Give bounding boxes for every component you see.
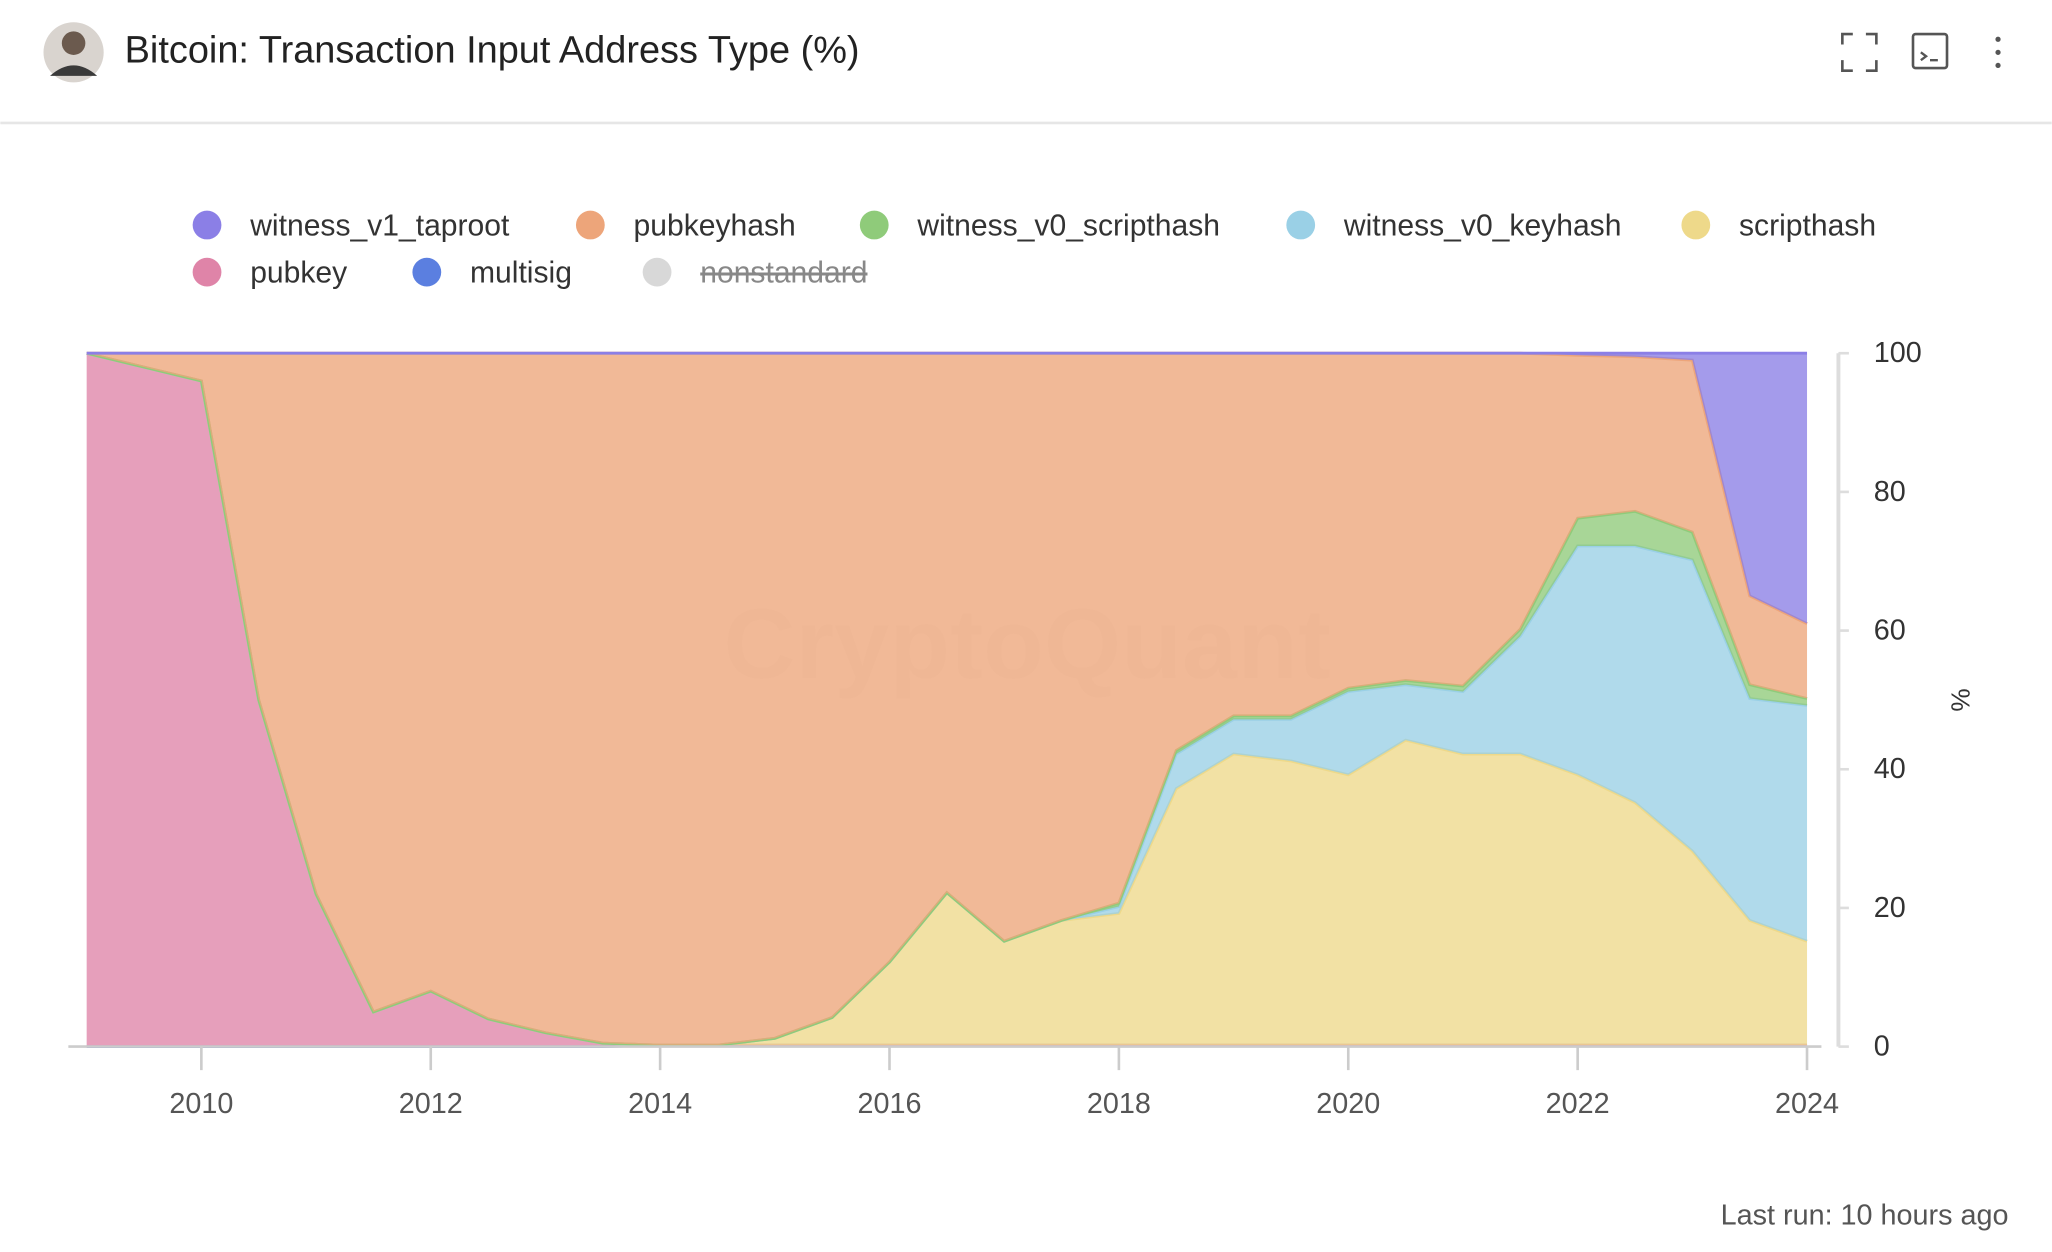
legend: witness_v1_taproot pubkeyhash witness_v0_s… bbox=[192, 210, 1876, 290]
fullscreen-icon[interactable] bbox=[1841, 32, 1878, 72]
x-tick-label: 2022 bbox=[1546, 1088, 1610, 1120]
x-tick-label: 2024 bbox=[1775, 1088, 1839, 1120]
legend-label: pubkeyhash bbox=[634, 210, 796, 243]
x-tick-label: 2012 bbox=[399, 1088, 463, 1120]
y-tick-label: 60 bbox=[1874, 614, 1906, 646]
legend-swatch bbox=[192, 210, 222, 240]
avatar-face bbox=[61, 31, 86, 55]
last-run: Last run: 10 hours ago bbox=[1721, 1199, 2009, 1231]
legend-swatch bbox=[859, 210, 889, 240]
x-tick-label: 2020 bbox=[1316, 1088, 1380, 1120]
legend-item[interactable]: witness_v0_scripthash bbox=[859, 210, 1220, 243]
legend-swatch bbox=[575, 210, 605, 240]
y-axis-label: % bbox=[1946, 688, 1976, 711]
legend-swatch bbox=[192, 257, 222, 287]
legend-label: multisig bbox=[470, 257, 572, 290]
y-tick-label: 40 bbox=[1874, 753, 1906, 785]
legend-swatch bbox=[1286, 210, 1316, 240]
query-icon[interactable] bbox=[1911, 32, 1949, 70]
legend-label: witness_v1_taproot bbox=[249, 210, 510, 243]
legend-item[interactable]: nonstandard bbox=[642, 257, 868, 290]
legend-label: pubkey bbox=[250, 257, 347, 290]
legend-label: nonstandard bbox=[700, 257, 867, 290]
legend-swatch bbox=[642, 257, 672, 287]
y-tick-label: 0 bbox=[1874, 1031, 1890, 1063]
legend-item[interactable]: witness_v0_keyhash bbox=[1286, 210, 1621, 243]
title: Bitcoin: Transaction Input Address Type … bbox=[125, 29, 860, 71]
legend-item[interactable]: witness_v1_taproot bbox=[192, 210, 510, 243]
legend-item[interactable]: scripthash bbox=[1681, 210, 1876, 243]
menu-icon[interactable] bbox=[1995, 36, 2001, 69]
header: Bitcoin: Transaction Input Address Type … bbox=[0, 22, 2052, 125]
y-tick-label: 100 bbox=[1874, 337, 1922, 369]
legend-item[interactable]: multisig bbox=[412, 257, 572, 290]
legend-label: witness_v0_scripthash bbox=[916, 210, 1220, 243]
legend-label: scripthash bbox=[1739, 210, 1876, 243]
legend-swatch bbox=[412, 257, 442, 287]
x-tick-label: 2016 bbox=[858, 1088, 922, 1120]
y-tick-label: 20 bbox=[1874, 892, 1906, 924]
query-icon-glyph bbox=[1920, 51, 1938, 62]
legend-swatch bbox=[1681, 210, 1711, 240]
avatar-body bbox=[50, 65, 98, 76]
legend-label: witness_v0_keyhash bbox=[1343, 210, 1622, 243]
x-tick-label: 2014 bbox=[628, 1088, 692, 1120]
area bbox=[86, 353, 1808, 1046]
x-tick-label: 2018 bbox=[1087, 1088, 1151, 1120]
legend-item[interactable]: pubkeyhash bbox=[575, 210, 796, 243]
area bbox=[86, 353, 1808, 1046]
area bbox=[86, 353, 1808, 1046]
x-tick-label: 2010 bbox=[169, 1088, 233, 1120]
plot: CryptoQuant20102012201420162018202020222… bbox=[68, 337, 1976, 1120]
y-tick-label: 80 bbox=[1874, 476, 1906, 508]
legend-item[interactable]: pubkey bbox=[192, 257, 348, 290]
area bbox=[86, 353, 1808, 1047]
